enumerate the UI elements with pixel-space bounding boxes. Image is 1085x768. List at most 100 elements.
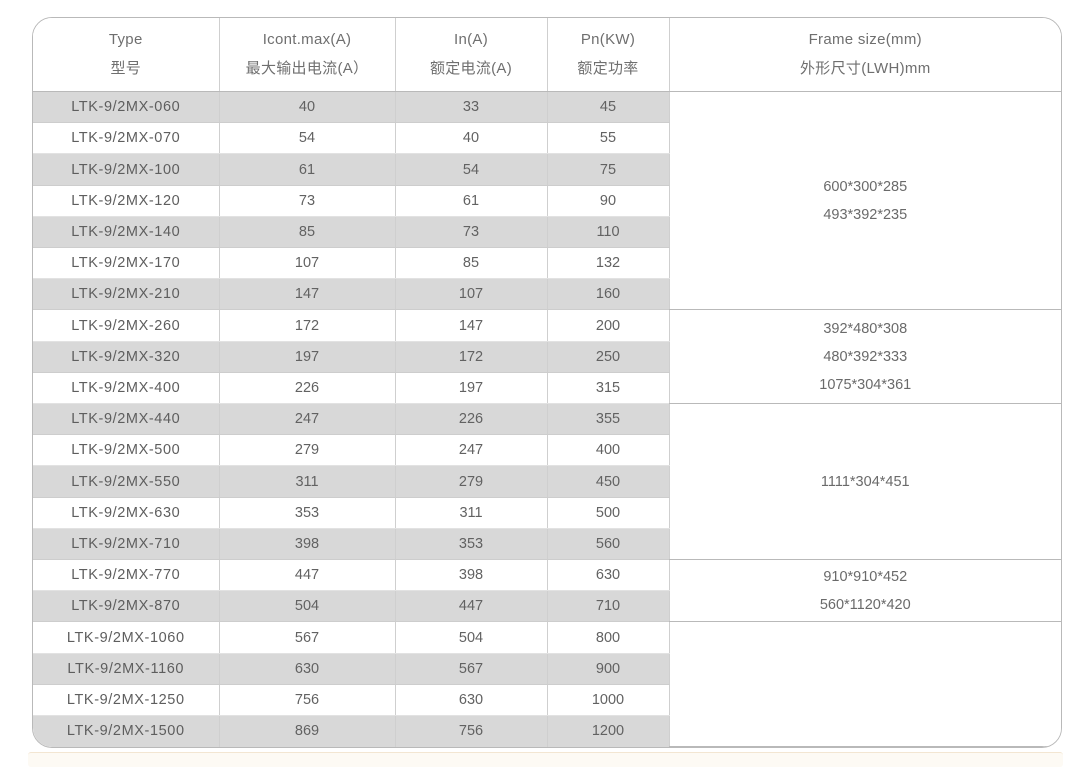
- cell-rated-current: 447: [395, 590, 548, 623]
- cell-rated-power: 560: [547, 528, 670, 561]
- cell-rated-power: 90: [547, 185, 670, 217]
- table-row: LTK-9/2MX-140 85 73 110: [33, 216, 1061, 249]
- frame-size-line: 1111*304*451: [820, 473, 910, 490]
- cell-model-type: LTK-9/2MX-320: [33, 341, 220, 373]
- cell-rated-current: 33: [395, 91, 548, 124]
- cell-model-type: LTK-9/2MX-1500: [33, 715, 220, 747]
- cell-frame-size: 1111*304*451: [669, 403, 1061, 561]
- cell-rated-current: 147: [395, 309, 548, 342]
- column-header-frame-size-en: Frame size(mm): [808, 31, 922, 48]
- table-body: LTK-9/2MX-060 40 33 45 600*300*285 493*392*23…: [33, 91, 1061, 747]
- cell-icont-max: 147: [219, 278, 396, 311]
- cell-rated-current: 630: [395, 684, 548, 717]
- frame-size-line: 600*300*285: [823, 178, 908, 195]
- cell-model-type: LTK-9/2MX-120: [33, 185, 220, 217]
- cell-icont-max: 447: [219, 559, 396, 592]
- column-header-icont-max-en: Icont.max(A): [262, 31, 352, 48]
- table-row: LTK-9/2MX-710 398 353 560: [33, 528, 1061, 561]
- cell-icont-max: 107: [219, 247, 396, 280]
- cell-rated-current: 247: [395, 434, 548, 467]
- cell-icont-max: 504: [219, 590, 396, 623]
- cell-model-type: LTK-9/2MX-770: [33, 559, 220, 592]
- table-header: Type 型号 Icont.max(A) 最大输出电流(A） In(A) 额定电…: [33, 18, 1061, 92]
- cell-rated-power: 45: [547, 91, 670, 124]
- cell-rated-current: 279: [395, 465, 548, 498]
- cell-rated-power: 450: [547, 465, 670, 498]
- table-row: LTK-9/2MX-1060 567 504 800: [33, 621, 1061, 747]
- cell-icont-max: 85: [219, 216, 396, 249]
- column-header-in-en: In(A): [453, 31, 488, 48]
- table-row: LTK-9/2MX-440 247 226 355 1111*304*451: [33, 403, 1061, 561]
- cell-rated-current: 197: [395, 372, 548, 405]
- cell-icont-max: 279: [219, 434, 396, 467]
- table-row: LTK-9/2MX-060 40 33 45 600*300*285 493*392*23…: [33, 91, 1061, 311]
- cell-rated-power: 900: [547, 653, 670, 685]
- cell-rated-power: 710: [547, 590, 670, 623]
- cell-model-type: LTK-9/2MX-210: [33, 278, 220, 311]
- cell-rated-current: 40: [395, 122, 548, 155]
- cell-icont-max: 398: [219, 528, 396, 561]
- cell-icont-max: 54: [219, 122, 396, 155]
- cell-model-type: LTK-9/2MX-500: [33, 434, 220, 467]
- column-header-type-zh: 型号: [110, 60, 142, 77]
- cell-model-type: LTK-9/2MX-630: [33, 497, 220, 529]
- cell-rated-power: 800: [547, 621, 670, 654]
- cell-rated-power: 500: [547, 497, 670, 529]
- frame-size-line: 493*392*235: [823, 206, 908, 223]
- cell-icont-max: 756: [219, 684, 396, 717]
- cell-rated-current: 504: [395, 621, 548, 654]
- column-header-in: In(A) 额定电流(A): [395, 18, 548, 92]
- cell-icont-max: 630: [219, 653, 396, 685]
- frame-size-line: 392*480*308: [823, 320, 908, 337]
- cell-rated-current: 85: [395, 247, 548, 280]
- frame-size-line: 1075*304*361: [819, 376, 912, 393]
- frame-size-line: 560*1120*420: [819, 596, 911, 613]
- cell-rated-current: 73: [395, 216, 548, 249]
- cell-model-type: LTK-9/2MX-260: [33, 309, 220, 342]
- column-header-pn-en: Pn(KW): [580, 31, 636, 48]
- column-header-in-zh: 额定电流(A): [429, 60, 513, 77]
- cell-rated-power: 110: [547, 216, 670, 249]
- cell-icont-max: 869: [219, 715, 396, 747]
- cell-rated-power: 132: [547, 247, 670, 280]
- cell-model-type: LTK-9/2MX-140: [33, 216, 220, 249]
- header-row: Type 型号 Icont.max(A) 最大输出电流(A） In(A) 额定电…: [33, 18, 1061, 92]
- table-row: LTK-9/2MX-550 311 279 450: [33, 465, 1061, 498]
- cell-icont-max: 353: [219, 497, 396, 529]
- column-header-pn-zh: 额定功率: [577, 60, 639, 77]
- column-header-frame-size-zh: 外形尺寸(LWH)mm: [800, 60, 931, 77]
- table-row: LTK-9/2MX-1500 869 756 1200: [33, 715, 1061, 747]
- table-row: LTK-9/2MX-1250 756 630 1000: [33, 684, 1061, 717]
- frame-size-line: 480*392*333: [823, 348, 908, 365]
- cell-rated-current: 172: [395, 341, 548, 373]
- column-header-type-en: Type: [108, 31, 143, 48]
- page-bottom-strip: [28, 752, 1063, 767]
- table-row: LTK-9/2MX-170 107 85 132: [33, 247, 1061, 280]
- cell-rated-power: 200: [547, 309, 670, 342]
- column-header-frame-size: Frame size(mm) 外形尺寸(LWH)mm: [669, 18, 1061, 92]
- column-header-icont-max-zh: 最大输出电流(A）: [245, 60, 369, 77]
- cell-model-type: LTK-9/2MX-710: [33, 528, 220, 561]
- cell-model-type: LTK-9/2MX-060: [33, 91, 220, 124]
- cell-rated-power: 160: [547, 278, 670, 311]
- cell-rated-power: 630: [547, 559, 670, 592]
- table-row: LTK-9/2MX-210 147 107 160: [33, 278, 1061, 311]
- cell-rated-current: 353: [395, 528, 548, 561]
- cell-icont-max: 197: [219, 341, 396, 373]
- table-row: LTK-9/2MX-120 73 61 90: [33, 185, 1061, 217]
- table-row: LTK-9/2MX-260 172 147 200 392*480*308 480*392…: [33, 309, 1061, 405]
- cell-icont-max: 567: [219, 621, 396, 654]
- table-row: LTK-9/2MX-770 447 398 630 910*910*452 560*112…: [33, 559, 1061, 623]
- cell-rated-current: 756: [395, 715, 548, 747]
- cell-icont-max: 73: [219, 185, 396, 217]
- cell-frame-size: 910*910*452 560*1120*420: [669, 559, 1061, 623]
- cell-model-type: LTK-9/2MX-100: [33, 153, 220, 186]
- frame-size-line: 910*910*452: [823, 568, 908, 585]
- table-row: LTK-9/2MX-400 226 197 315: [33, 372, 1061, 405]
- cell-icont-max: 40: [219, 91, 396, 124]
- table-row: LTK-9/2MX-1160 630 567 900: [33, 653, 1061, 685]
- cell-model-type: LTK-9/2MX-1060: [33, 621, 220, 654]
- cell-rated-current: 226: [395, 403, 548, 436]
- cell-frame-size: 392*480*308 480*392*333 1075*304*361: [669, 309, 1061, 405]
- cell-rated-current: 398: [395, 559, 548, 592]
